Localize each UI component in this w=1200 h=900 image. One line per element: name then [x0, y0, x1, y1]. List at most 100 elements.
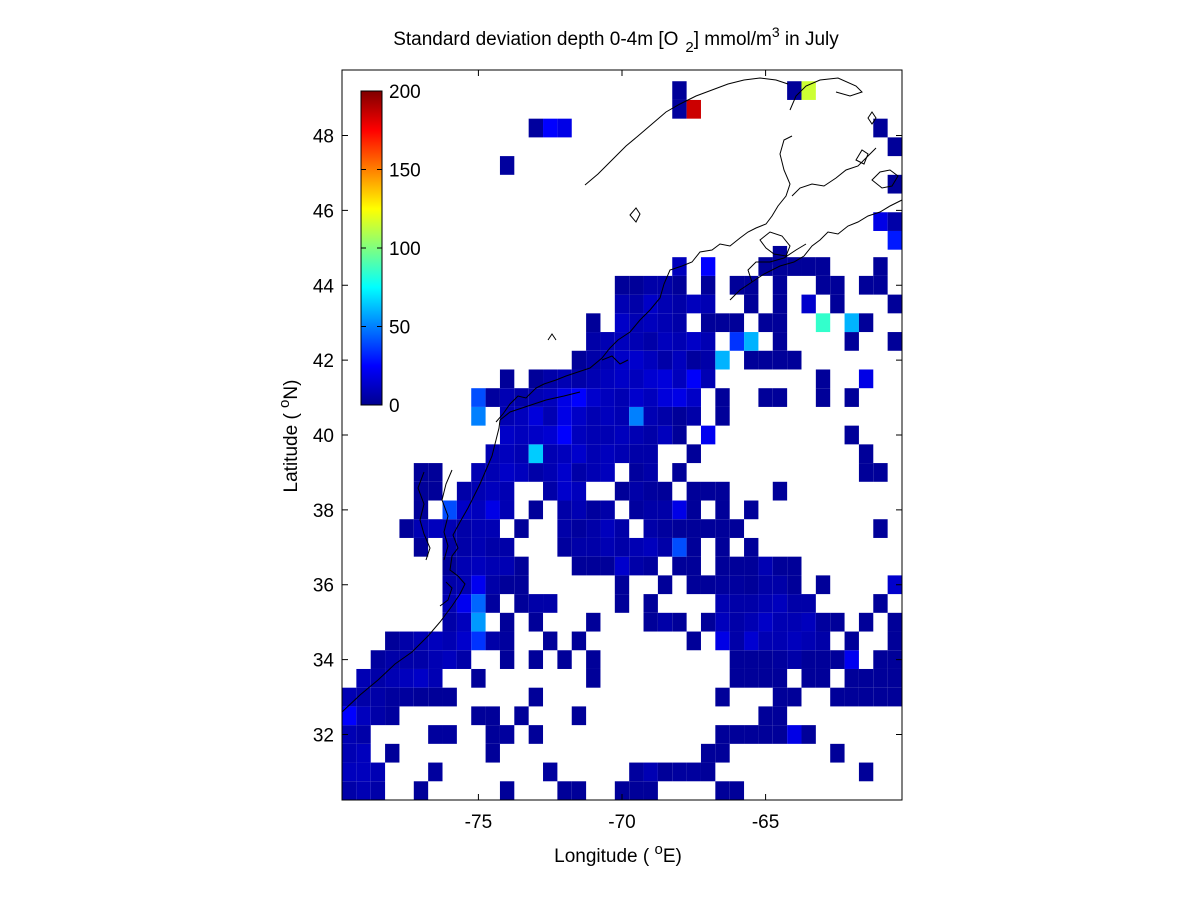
heatmap-cell: [772, 575, 788, 595]
heatmap-cell: [887, 332, 902, 351]
heatmap-cell: [586, 406, 601, 426]
heatmap-cell: [471, 631, 486, 651]
heatmap-cell: [413, 687, 429, 707]
heatmap-cell: [657, 294, 673, 314]
heatmap-cell: [614, 388, 630, 407]
heatmap-cell: [629, 781, 644, 800]
heatmap-cell: [715, 481, 730, 501]
heatmap-cell: [729, 275, 745, 295]
heatmap-cell: [543, 481, 558, 501]
heatmap-cell: [815, 631, 831, 651]
heatmap-cell: [700, 425, 716, 445]
heatmap-cell: [887, 687, 902, 707]
heatmap-cell: [586, 444, 601, 464]
heatmap-cell: [629, 556, 644, 576]
heatmap-cell: [471, 668, 486, 688]
heatmap-cell: [657, 369, 673, 389]
heatmap-cell: [557, 425, 572, 445]
heatmap-cell: [342, 725, 357, 744]
heatmap-cell: [456, 575, 472, 595]
y-tick-label: 42: [313, 351, 334, 372]
heatmap-cell: [629, 350, 644, 370]
heatmap-cell: [873, 275, 888, 295]
heatmap-cell: [600, 537, 615, 557]
heatmap-cell: [456, 631, 472, 651]
heatmap-cell: [528, 425, 544, 445]
heatmap-cell: [543, 444, 558, 464]
heatmap-cell: [499, 406, 515, 426]
heatmap-cell: [629, 332, 644, 351]
heatmap-cell: [830, 650, 845, 669]
heatmap-cell: [787, 556, 802, 576]
heatmap-cell: [571, 444, 587, 464]
heatmap-cell: [571, 556, 587, 576]
heatmap-cell: [672, 537, 687, 557]
heatmap-cell: [715, 519, 730, 538]
heatmap-cell: [744, 668, 759, 688]
heatmap-cell: [643, 762, 658, 782]
heatmap-cell: [571, 463, 587, 482]
heatmap-cell: [787, 575, 802, 595]
heatmap-cell: [586, 556, 601, 576]
heatmap-cell: [514, 706, 529, 726]
heatmap-cell: [643, 350, 658, 370]
heatmap-cell: [844, 631, 859, 651]
heatmap-cell: [801, 650, 816, 669]
heatmap-cell: [600, 556, 615, 576]
heatmap-cell: [700, 743, 716, 763]
heatmap-cell: [801, 668, 816, 688]
heatmap-cell: [485, 500, 500, 520]
heatmap-cell: [629, 369, 644, 389]
heatmap-cell: [600, 369, 615, 389]
heatmap-cell: [399, 631, 414, 651]
heatmap-cell: [413, 650, 429, 669]
heatmap-cell: [499, 156, 515, 175]
heatmap-cell: [815, 612, 831, 632]
heatmap-cell: [672, 612, 687, 632]
heatmap-cell: [428, 687, 443, 707]
heatmap-cell: [729, 313, 745, 333]
heatmap-cell: [772, 388, 788, 407]
heatmap-cell: [744, 500, 759, 520]
heatmap-cell: [528, 369, 544, 389]
heatmap-cell: [801, 594, 816, 613]
heatmap-cell: [715, 631, 730, 651]
colorbar-tick-label: 200: [389, 82, 421, 103]
heatmap-cell: [586, 519, 601, 538]
heatmap-cell: [858, 762, 874, 782]
heatmap-cell: [413, 519, 429, 538]
heatmap-cell: [370, 762, 386, 782]
heatmap-cell: [586, 463, 601, 482]
heatmap-cell: [887, 174, 902, 194]
heatmap-cell: [643, 294, 658, 314]
heatmap-cell: [543, 388, 558, 407]
heatmap-cell: [385, 687, 400, 707]
heatmap-cell: [744, 332, 759, 351]
heatmap-cell: [844, 388, 859, 407]
heatmap-cell: [557, 369, 572, 389]
heatmap-cell: [858, 369, 874, 389]
heatmap-cell: [729, 781, 745, 800]
heatmap-cell: [571, 388, 587, 407]
heatmap-cell: [686, 444, 701, 464]
heatmap-cell: [356, 668, 371, 688]
heatmap-cell: [686, 537, 701, 557]
heatmap-cell: [772, 612, 788, 632]
heatmap-cell: [528, 650, 544, 669]
heatmap-cell: [744, 631, 759, 651]
heatmap-cell: [787, 81, 802, 100]
heatmap-cell: [657, 275, 673, 295]
heatmap-cell: [772, 332, 788, 351]
heatmap-cell: [672, 388, 687, 407]
heatmap-cell: [356, 687, 371, 707]
heatmap-cell: [715, 406, 730, 426]
heatmap-cell: [385, 743, 400, 763]
heatmap-cell: [614, 537, 630, 557]
heatmap-cell: [385, 650, 400, 669]
heatmap-cell: [715, 388, 730, 407]
heatmap-cell: [385, 631, 400, 651]
heatmap-cell: [729, 556, 745, 576]
heatmap-cell: [830, 275, 845, 295]
heatmap-cell: [528, 594, 544, 613]
heatmap-cell: [428, 463, 443, 482]
